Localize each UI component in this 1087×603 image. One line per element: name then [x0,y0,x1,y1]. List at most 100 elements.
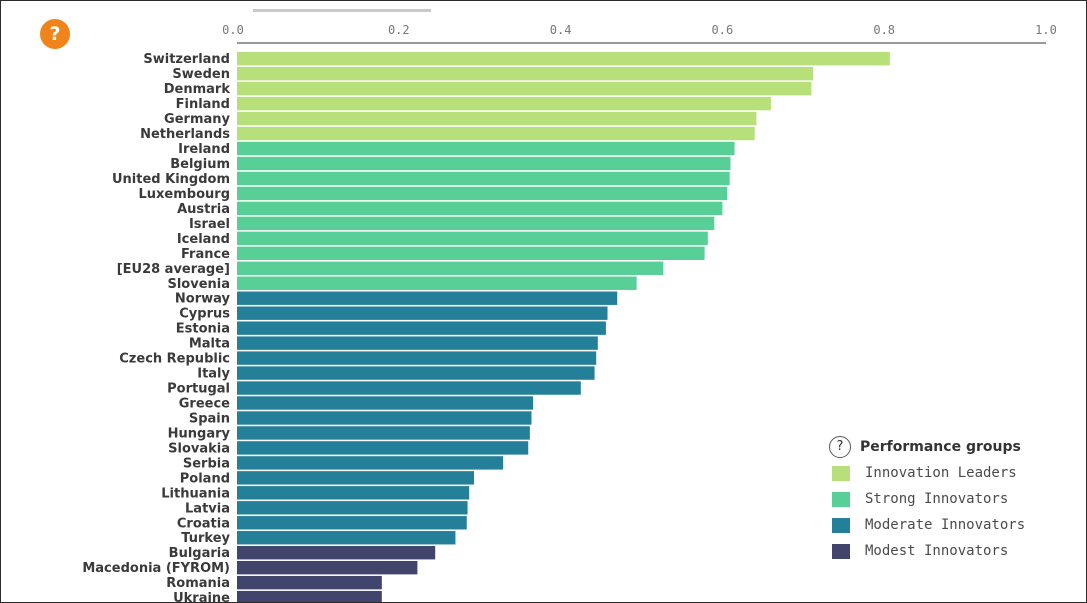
category-label: Serbia [183,456,230,471]
bar[interactable] [237,291,618,305]
category-label: Norway [175,292,231,307]
bar[interactable] [237,126,755,141]
x-tick-label: 0.0 [222,23,244,37]
bar[interactable] [237,396,534,410]
x-tick-label: 0.8 [873,23,895,37]
category-label: Italy [197,367,230,382]
category-label: Slovakia [168,441,230,456]
category-label: Finland [176,97,230,112]
legend-label: Modest Innovators [865,543,1009,559]
category-label: Slovenia [167,277,230,292]
bar[interactable] [237,201,723,216]
bars [237,52,890,602]
x-tick-label: 0.2 [388,23,410,37]
bar[interactable] [237,486,470,500]
legend-label: Moderate Innovators [865,517,1026,533]
bar[interactable] [237,141,735,156]
scroll-indicator [253,9,431,12]
category-label: Ukraine [173,591,230,602]
legend-item-moderate-innovators[interactable]: Moderate Innovators [832,512,1086,538]
x-tick-label: 1.0 [1035,23,1057,37]
category-label: Latvia [185,501,230,516]
category-label: Iceland [177,232,230,247]
category-label: Czech Republic [119,352,230,367]
bar[interactable] [237,366,595,380]
bar[interactable] [237,171,730,186]
category-label: Belgium [170,157,230,172]
category-label: Luxembourg [139,187,231,202]
category-label: Bulgaria [169,546,230,561]
x-axis-ticks: 0.0 0.2 0.4 0.6 0.8 1.0 [222,23,1057,37]
legend-swatch [832,543,850,559]
bar[interactable] [237,546,436,560]
country-labels: SwitzerlandSwedenDenmarkFinlandGermanyNe… [82,52,230,602]
legend-item-innovation-leaders[interactable]: Innovation Leaders [832,460,1086,486]
category-label: Israel [189,217,230,232]
bar[interactable] [237,81,812,96]
category-label: Cyprus [179,307,230,322]
bar[interactable] [237,381,581,395]
legend-swatch [832,491,850,507]
bar[interactable] [237,52,890,66]
legend: ? Performance groups Innovation Leaders … [829,434,1086,564]
bar[interactable] [237,306,608,320]
category-label: Portugal [167,382,230,397]
bar[interactable] [237,441,529,455]
category-label: Croatia [177,516,230,531]
x-tick-label: 0.4 [550,23,572,37]
category-label: Estonia [176,322,230,337]
bar[interactable] [237,216,715,231]
legend-label: Strong Innovators [865,491,1009,507]
category-label: Switzerland [143,52,230,67]
category-label: Ireland [178,142,230,157]
category-label: [EU28 average] [117,262,230,277]
category-label: Greece [179,397,230,412]
category-label: Sweden [172,67,230,82]
category-label: Netherlands [140,127,230,142]
bar[interactable] [237,501,468,515]
bar[interactable] [237,351,597,365]
bar[interactable] [237,531,456,545]
category-label: Malta [189,337,230,352]
bar[interactable] [237,321,606,335]
bar[interactable] [237,276,637,290]
x-tick-label: 0.6 [712,23,734,37]
category-label: Poland [180,471,230,486]
bar[interactable] [237,246,705,261]
legend-title: Performance groups [860,439,1021,455]
help-icon[interactable]: ? [40,19,70,49]
category-label: Germany [164,112,230,127]
category-label: France [181,247,230,262]
bar[interactable] [237,231,708,246]
bar[interactable] [237,575,382,590]
bar[interactable] [237,186,728,201]
bar[interactable] [237,156,731,171]
bar[interactable] [237,411,532,425]
legend-item-modest-innovators[interactable]: Modest Innovators [832,538,1086,564]
category-label: Macedonia (FYROM) [82,561,230,576]
legend-swatch [832,517,850,533]
category-label: United Kingdom [112,172,230,187]
category-label: Hungary [168,426,231,441]
bar[interactable] [237,560,418,575]
bar[interactable] [237,456,504,470]
category-label: Austria [177,202,230,217]
bar[interactable] [237,261,664,275]
category-label: Turkey [181,531,230,546]
bar[interactable] [237,96,771,111]
legend-help-icon[interactable]: ? [829,436,851,458]
bar[interactable] [237,426,530,440]
category-label: Spain [189,411,230,426]
bar[interactable] [237,516,467,530]
category-label: Denmark [164,82,231,97]
bar[interactable] [237,336,598,350]
bar[interactable] [237,471,475,485]
bar[interactable] [237,111,757,126]
bar[interactable] [237,590,382,602]
bar[interactable] [237,66,814,81]
legend-header: ? Performance groups [829,434,1086,460]
legend-swatch [832,465,850,481]
legend-item-strong-innovators[interactable]: Strong Innovators [832,486,1086,512]
